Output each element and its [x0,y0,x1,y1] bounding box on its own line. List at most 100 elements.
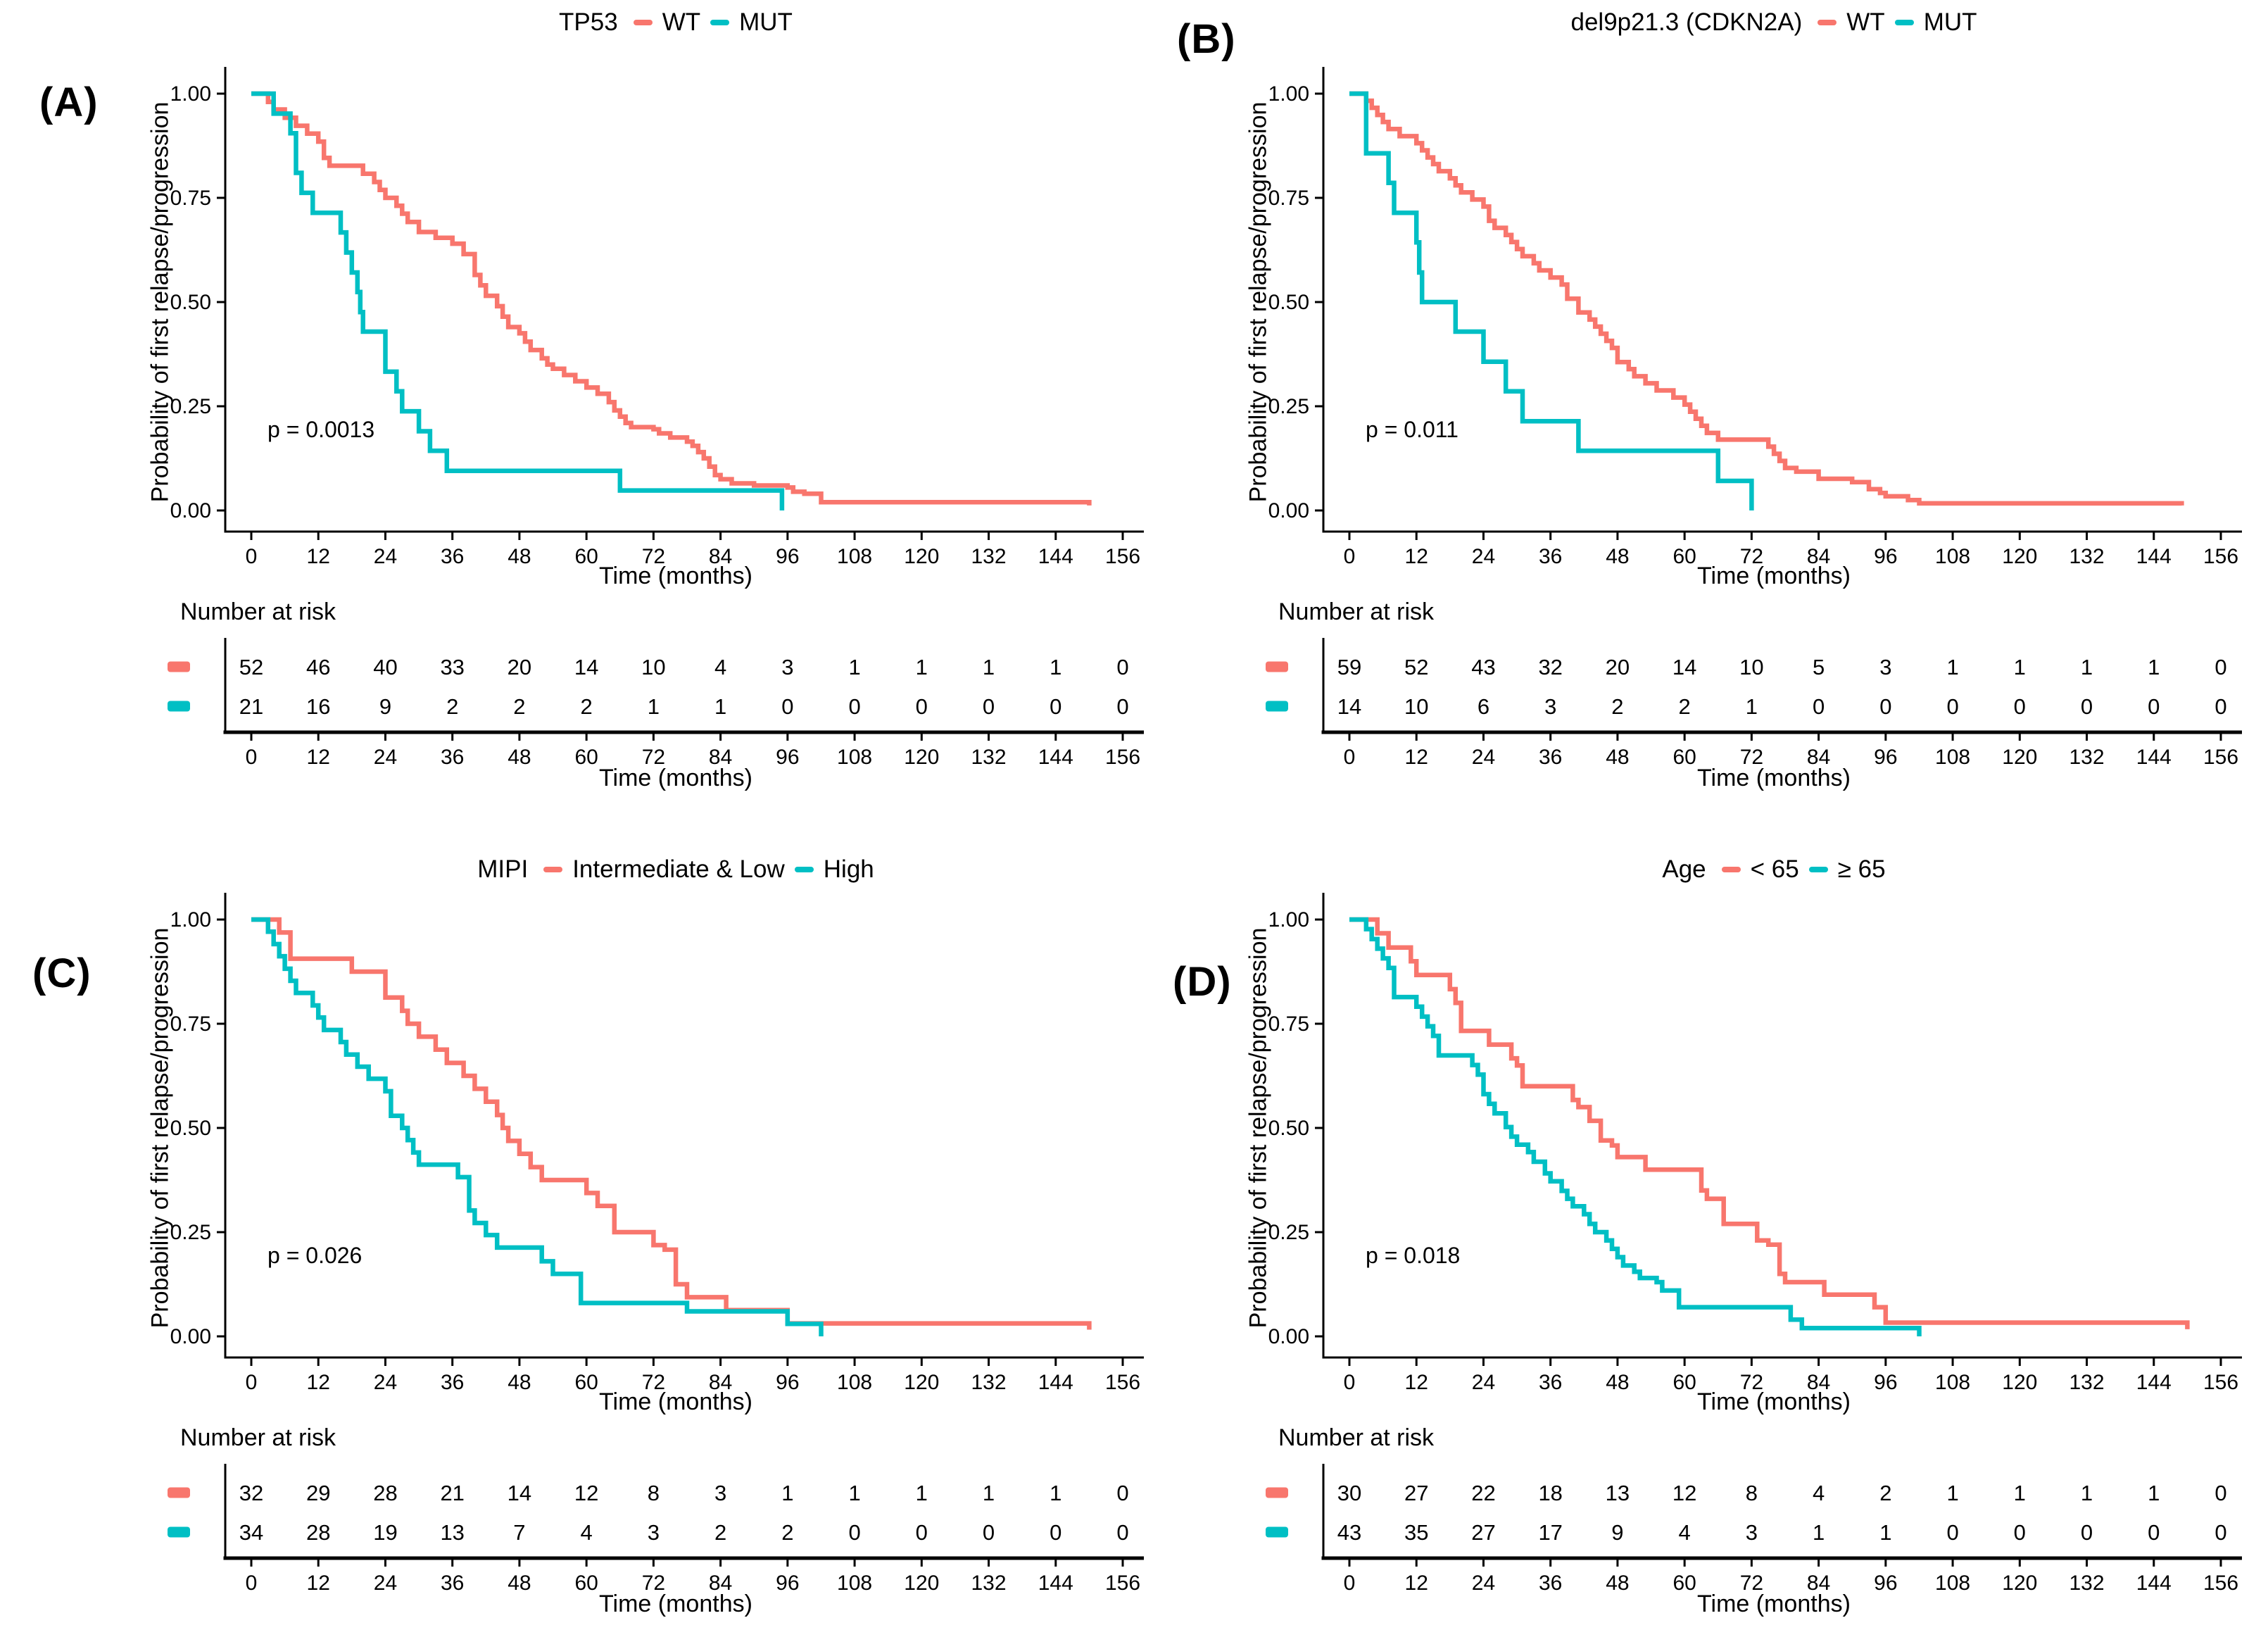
svg-text:84: 84 [1807,746,1830,769]
panel-b: (B) del9p21.3 (CDKN2A) WT MUT Probabilit… [1098,0,2268,811]
svg-text:24: 24 [374,1572,397,1595]
number-at-risk-title: Number at risk [1278,1424,1435,1451]
svg-text:8: 8 [648,1481,660,1505]
svg-text:3: 3 [1879,655,1891,679]
svg-text:12: 12 [1405,746,1428,769]
risk-row-values: 32 29 28 21 14 12 8 3 1 1 1 1 1 0 [239,1481,1129,1505]
km-chart: 0 12 24 36 48 60 72 84 96 108 120 132 144 1560.000.25… [168,893,1144,1595]
svg-text:0: 0 [1116,1520,1128,1545]
risk-row-values: 21 16 9 2 2 2 1 1 0 0 0 0 0 0 [239,694,1129,719]
svg-text:96: 96 [1874,1572,1897,1595]
svg-text:35: 35 [1404,1520,1428,1545]
svg-text:12: 12 [574,1481,598,1505]
svg-text:30: 30 [1337,1481,1361,1505]
svg-text:1.00: 1.00 [170,82,211,106]
legend-line-icon [794,867,814,872]
svg-text:72: 72 [642,1371,665,1394]
axes [224,893,1144,1359]
svg-text:0: 0 [246,746,258,769]
svg-text:24: 24 [1472,1572,1495,1595]
svg-text:24: 24 [1472,1371,1495,1394]
svg-text:48: 48 [508,1371,531,1394]
svg-text:32: 32 [1538,655,1562,679]
svg-text:1: 1 [848,655,860,679]
svg-text:156: 156 [1105,1572,1140,1595]
svg-text:0.50: 0.50 [1268,291,1309,314]
svg-text:132: 132 [971,1572,1007,1595]
svg-text:2: 2 [1611,694,1623,719]
p-value: p = 0.011 [1366,417,1459,442]
svg-text:48: 48 [508,746,531,769]
svg-text:120: 120 [904,746,939,769]
risk-x-axis-title: Time (months) [1697,1591,1851,1617]
svg-text:1: 1 [2148,1481,2160,1505]
svg-text:40: 40 [373,655,397,679]
x-axis-labels: 0 12 24 36 48 60 72 84 96 108 120 132 144 156 [1344,1371,2238,1394]
svg-text:156: 156 [2203,746,2238,769]
svg-text:96: 96 [776,545,799,568]
svg-text:17: 17 [1538,1520,1562,1545]
svg-text:132: 132 [2069,1371,2105,1394]
x-axis-ticks [1348,532,2222,540]
svg-text:72: 72 [1740,545,1763,568]
svg-text:3: 3 [714,1481,726,1505]
svg-text:0.50: 0.50 [1268,1117,1309,1140]
svg-text:0: 0 [2148,1520,2160,1545]
y-axis-ticks [217,918,225,1338]
svg-text:6: 6 [1478,694,1489,719]
svg-text:12: 12 [1405,1572,1428,1595]
svg-text:144: 144 [1038,746,1073,769]
x-axis-labels: 0 12 24 36 48 60 72 84 96 108 120 132 144 156 [246,1371,1140,1394]
svg-text:24: 24 [1472,545,1495,568]
p-value: p = 0.026 [267,1243,363,1268]
km-chart: 0 12 24 36 48 60 72 84 96 108 120 132 144 1560.000.25… [1266,893,2242,1595]
svg-text:60: 60 [574,545,598,568]
legend-label-group1: WT [1846,8,1885,36]
svg-text:0.50: 0.50 [170,1117,211,1140]
svg-text:1: 1 [1813,1520,1825,1545]
svg-text:1: 1 [1746,694,1758,719]
legend-label-group2: High [823,855,874,883]
svg-text:21: 21 [440,1481,464,1505]
legend-line-icon [543,867,563,872]
svg-text:13: 13 [440,1520,464,1545]
chart-title-row: Age < 65 ≥ 65 [1323,855,2224,884]
svg-text:156: 156 [1105,545,1140,568]
svg-text:1.00: 1.00 [170,908,211,932]
svg-text:0: 0 [781,694,793,719]
svg-text:14: 14 [508,1481,531,1505]
risk-axis-labels: 0 12 24 36 48 60 72 84 96 108 120 132 144 156 [1344,746,2238,769]
y-axis-labels: 0.00 0.25 0.50 0.75 1.00 [1268,82,1309,522]
p-value: p = 0.0013 [267,417,375,442]
svg-text:14: 14 [574,655,598,679]
svg-text:1: 1 [848,1481,860,1505]
svg-text:8: 8 [1746,1481,1758,1505]
y-axis-ticks [1315,92,1323,512]
svg-text:1: 1 [1946,655,1958,679]
svg-text:12: 12 [307,545,330,568]
svg-text:33: 33 [440,655,464,679]
svg-text:144: 144 [2136,1371,2172,1394]
svg-text:96: 96 [1874,1371,1897,1394]
svg-text:84: 84 [1807,1371,1830,1394]
svg-text:1: 1 [916,1481,928,1505]
svg-text:27: 27 [1404,1481,1428,1505]
risk-row-values: 14 10 6 3 2 2 1 0 0 0 0 0 0 0 [1337,694,2227,719]
svg-text:108: 108 [837,1572,872,1595]
y-axis-labels: 0.00 0.25 0.50 0.75 1.00 [170,82,211,522]
svg-text:14: 14 [1672,655,1696,679]
x-axis-title: Time (months) [599,563,752,589]
svg-text:0: 0 [2215,694,2226,719]
svg-text:2: 2 [781,1520,793,1545]
chart-title-row: MIPI Intermediate & Low High [225,855,1126,884]
svg-text:0.75: 0.75 [1268,187,1309,210]
svg-text:28: 28 [373,1481,397,1505]
svg-text:0: 0 [1050,694,1061,719]
svg-text:34: 34 [239,1520,263,1545]
svg-text:24: 24 [374,545,397,568]
svg-text:72: 72 [642,1572,665,1595]
svg-text:36: 36 [441,1371,464,1394]
svg-text:1: 1 [648,694,660,719]
svg-text:43: 43 [1471,655,1495,679]
svg-text:60: 60 [1672,746,1696,769]
